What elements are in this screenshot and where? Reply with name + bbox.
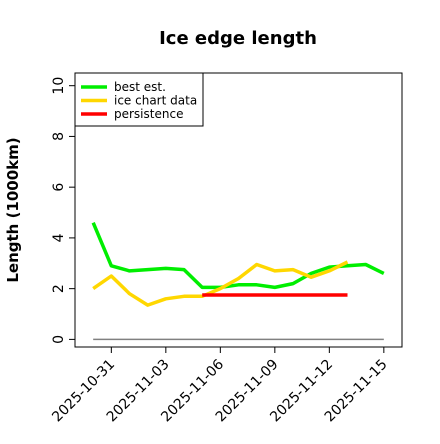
y-tick-label: 0 (51, 335, 67, 344)
series-layer (91, 222, 385, 341)
legend-label: best est. (114, 80, 166, 94)
y-axis-label: Length (1000km) (4, 137, 22, 282)
series-line-ice-chart-data (92, 260, 349, 307)
legend-label: persistence (114, 107, 183, 121)
y-tick-label: 10 (51, 77, 67, 95)
chart-title: Ice edge length (159, 28, 317, 49)
axes-layer: 02468102025-10-312025-11-032025-11-06202… (49, 77, 390, 426)
y-tick-label: 2 (51, 284, 67, 293)
plot-frame (74, 72, 403, 348)
legend-label: ice chart data (114, 94, 197, 108)
y-tick-label: 8 (51, 132, 67, 141)
y-tick-label: 4 (51, 233, 67, 242)
y-tick-label: 6 (51, 183, 67, 192)
